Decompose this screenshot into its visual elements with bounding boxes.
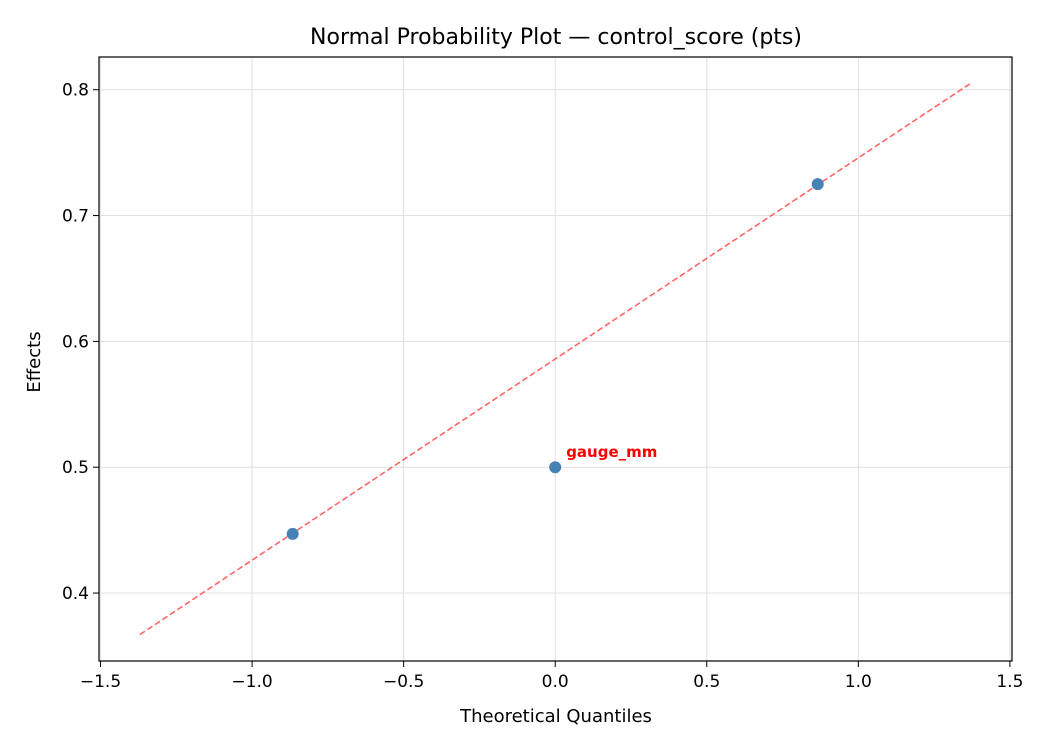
y-tick-label: 0.6 — [62, 332, 89, 352]
y-tick-label: 0.7 — [62, 207, 89, 227]
x-tick-label: 0.5 — [693, 672, 720, 692]
x-tick-label: 0.0 — [542, 672, 569, 692]
y-tick-label: 0.5 — [62, 458, 89, 478]
y-tick-label: 0.4 — [62, 584, 89, 604]
reference-line — [139, 82, 971, 636]
x-tick-label: −1.0 — [231, 672, 272, 692]
x-tick-label: −0.5 — [383, 672, 424, 692]
x-tick-label: 1.5 — [996, 672, 1023, 692]
y-axis-label: Effects — [24, 331, 45, 392]
x-tick-label: 1.0 — [845, 672, 872, 692]
x-tick-label: −1.5 — [80, 672, 121, 692]
x-axis-label: Theoretical Quantiles — [459, 706, 652, 727]
y-tick-label: 0.8 — [62, 81, 89, 101]
data-point — [549, 461, 562, 474]
annotation: gauge_mm — [566, 443, 657, 461]
chart-title: Normal Probability Plot — control_score … — [310, 25, 802, 50]
data-point — [286, 527, 299, 540]
plot-frame — [98, 56, 1013, 662]
data-point — [811, 178, 824, 191]
